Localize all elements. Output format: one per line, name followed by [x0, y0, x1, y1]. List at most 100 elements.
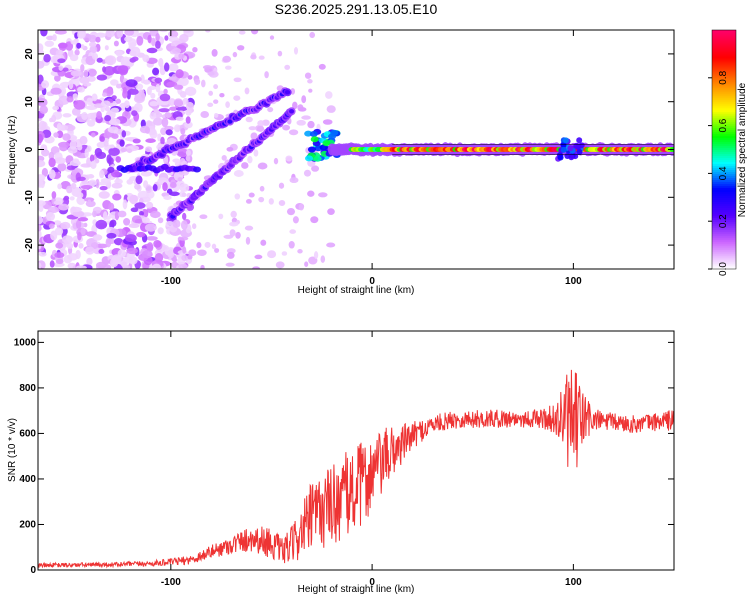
colorbar-step	[712, 143, 736, 147]
colorbar-tick-label: 0.2	[718, 214, 729, 228]
colorbar-step	[712, 123, 736, 127]
spectrogram-cell	[162, 182, 168, 192]
colorbar-step	[712, 217, 736, 220]
colorbar-step	[712, 105, 736, 109]
colorbar-step	[712, 115, 736, 119]
spectrogram-cell	[88, 34, 97, 43]
spectrogram-cell	[90, 160, 97, 169]
spectrogram-cell	[38, 159, 46, 168]
chart-title: S236.2025.291.13.05.E10	[275, 1, 438, 17]
spectrogram-cell	[110, 107, 120, 114]
y-tick-label: 10	[24, 96, 35, 108]
spectrogram-cell	[250, 54, 257, 60]
spectrogram-cell	[248, 126, 257, 131]
spectrogram-cell	[309, 31, 316, 39]
spectrogram-cell	[77, 86, 85, 93]
spectrogram-cell	[145, 138, 156, 143]
spectrogram-cell	[252, 266, 261, 269]
colorbar-step	[712, 121, 736, 125]
colorbar-step	[712, 79, 736, 83]
spectrogram-cell	[103, 140, 109, 147]
spectrogram-cell	[54, 227, 64, 236]
y-tick-label: 800	[19, 383, 36, 394]
colorbar-step	[712, 63, 736, 67]
snr-series	[38, 369, 674, 569]
spectrogram-cell	[38, 97, 48, 107]
colorbar-step	[712, 151, 736, 155]
spectrogram-cell	[313, 251, 319, 260]
spectrogram-cell	[136, 231, 146, 238]
spectrogram-cell	[111, 95, 117, 100]
spectrogram-cell	[80, 184, 93, 190]
spectrogram-cell	[107, 126, 119, 134]
spectrogram-cell	[257, 120, 265, 127]
spectrogram-cell	[86, 257, 93, 266]
spectrogram-cell	[229, 221, 239, 227]
spectrogram-cell	[155, 33, 160, 42]
spectrogram-cell	[72, 93, 79, 100]
spectrogram-cell	[285, 155, 293, 162]
spectrogram-cell	[293, 46, 299, 55]
x-tick-label: 100	[565, 276, 582, 287]
spectrogram-cell	[96, 141, 107, 148]
spectrogram-cell	[256, 125, 265, 133]
spectrogram-cell	[142, 54, 150, 63]
spectrogram-cell	[66, 242, 74, 249]
spectrogram-cell	[292, 216, 299, 224]
spectrogram-cell	[199, 214, 208, 219]
colorbar-step	[712, 167, 736, 171]
spectrogram-cell	[258, 55, 265, 60]
spectrogram-cell	[53, 200, 61, 205]
spectrogram-cell	[213, 99, 219, 104]
spectrogram-cell	[136, 35, 144, 46]
spectrogram-cell	[62, 113, 72, 118]
snr-line	[38, 369, 674, 569]
spectrogram-cell	[80, 64, 85, 72]
colorbar-step	[712, 203, 736, 206]
colorbar-label: Normalized spectral amplitude	[737, 82, 748, 217]
colorbar-step	[712, 189, 736, 192]
spectrogram-cell	[57, 58, 66, 64]
spectrogram-cell	[564, 153, 571, 159]
spectrogram-cell	[70, 40, 78, 45]
spectrogram-cell	[38, 60, 45, 69]
spectrogram-cell	[53, 132, 59, 138]
spectrogram-cell	[61, 235, 74, 244]
spectrogram-cell	[123, 218, 131, 226]
spectrogram-cell	[146, 86, 152, 96]
spectrogram-cell	[38, 225, 42, 232]
spectrogram-cell	[38, 133, 44, 144]
spectrogram-cell	[39, 105, 48, 114]
spectrogram-cell	[98, 181, 108, 186]
colorbar-step	[712, 243, 736, 246]
spectrogram-cell	[289, 177, 299, 184]
spectrogram-cell	[41, 80, 50, 89]
spectrogram-cell	[96, 57, 103, 63]
spectrogram-cell	[155, 83, 161, 93]
colorbar-step	[712, 67, 736, 71]
colorbar-step	[712, 89, 736, 93]
spectrogram-cell	[182, 246, 187, 254]
colorbar-step	[712, 135, 736, 139]
colorbar-step	[712, 83, 736, 87]
colorbar-step	[712, 87, 736, 91]
spectrogram-cell	[139, 211, 144, 216]
spectrogram-cell	[245, 116, 253, 123]
spectrogram-cell	[90, 132, 96, 138]
spectrogram-cell	[169, 106, 178, 111]
colorbar-step	[712, 61, 736, 65]
spectrogram-cell	[38, 120, 47, 131]
colorbar: 0.0 0.2 0.4 0.6 0.8 Normalized spectral ampl…	[708, 29, 748, 276]
spectrogram-cell	[110, 219, 117, 227]
spectrogram-cell	[89, 154, 95, 163]
spectrogram-cell	[325, 91, 333, 99]
spectrogram-cell	[58, 203, 70, 211]
y-tick-label: 20	[24, 48, 35, 60]
spectrogram-cell	[268, 198, 274, 205]
colorbar-step	[712, 199, 736, 202]
spectrogram-cell	[153, 240, 162, 248]
spectrogram-cell	[157, 133, 162, 142]
spectrogram-cell	[119, 139, 125, 147]
spectrogram-cell	[281, 251, 288, 256]
